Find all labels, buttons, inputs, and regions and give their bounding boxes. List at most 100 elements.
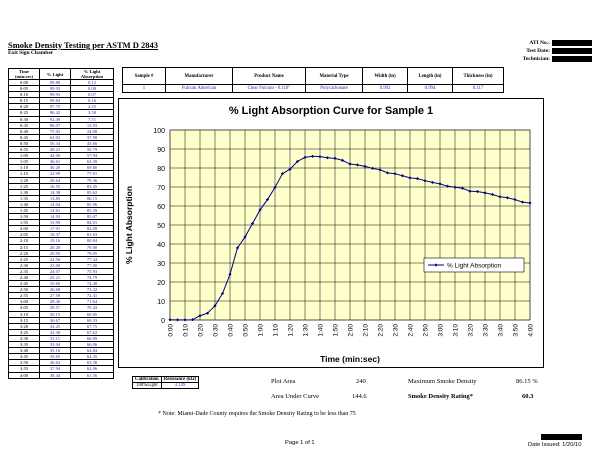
data-point [250,221,255,226]
data-point [273,185,277,189]
absorption-cell: 43.66 [70,139,114,148]
table-row: 3:55 37.94 62.06 [8,365,114,373]
table-row: 1:30 14.38 85.62 [8,188,114,196]
data-point [430,180,435,185]
data-point [318,155,322,159]
table-row: 1:15 22.99 77.01 [8,170,114,178]
technician-label: Technician: [522,56,550,62]
y-tick-label: 80 [157,166,165,173]
redacted-technician [552,56,592,62]
x-tick-label: 0:50 [243,324,250,337]
absorption-chart: % Light Absorption Curve for Sample 1 0 10… [118,98,544,368]
table-row: 3:10 30.15 69.85 [8,310,114,318]
table-row: 0:15 99.84 0.16 [8,97,114,105]
redacted-footer [541,434,582,440]
absorption-cell: 67.62 [70,328,114,336]
table-row: 2:15 20.20 79.80 [8,243,114,251]
y-tick-label: 100 [153,128,165,135]
table-row: 0:30 92.49 7.51 [8,115,114,123]
absorption-cell: 83.45 [70,182,114,190]
redacted-test-date [552,48,592,54]
y-tick-label: 20 [157,280,165,287]
absorption-cell: 77.00 [70,261,114,269]
x-tick-label: 0:00 [168,324,175,337]
plot-area-label: Plot Area [271,378,296,385]
absorption-cell: 37.98 [70,133,114,141]
table-row: 0:20 97.75 2.25 [8,103,114,111]
y-tick-label: 70 [157,185,165,192]
report-title: Smoke Density Testing per ASTM D 2843 [8,40,159,50]
sample-header-cell: Material Type [305,67,363,85]
table-row: 3:35 33.94 66.06 [8,341,114,349]
sample-value-cell: 0.994 [407,84,453,93]
data-point [265,197,270,202]
table-row: 0:00 99.88 0.12 [8,78,114,87]
regulatory-note: * Note: Miami-Dade County requires the S… [158,411,356,417]
sample-value-cell: 0.117 [452,84,504,93]
table-row: 0:45 62.02 37.98 [8,133,114,141]
sample-header-cell: Manufacturer [165,67,233,85]
sample-header-cell: Width (in) [362,67,408,85]
x-tick-label: 1:00 [258,324,265,337]
auc-value: 144.6 [352,393,367,400]
table-row: 2:25 22.56 77.44 [8,255,114,263]
col-light-header: % Light [39,68,71,80]
data-point [325,156,330,160]
absorption-cell: 71.64 [70,298,114,306]
data-point [415,177,420,181]
absorption-cell: 3.58 [70,109,114,117]
y-tick-label: 40 [157,242,165,249]
absorption-cell: 69.80 [70,164,114,172]
y-axis-label: % Light Absorption [124,186,134,264]
table-row: 1:40 14.04 85.96 [8,200,114,208]
table-row: 4:00 38.44 61.56 [8,371,114,379]
y-tick-label: 90 [157,147,165,154]
data-point [258,208,262,212]
table-row: 3:40 35.16 64.84 [8,347,114,355]
x-tick-label: 1:50 [333,324,340,337]
absorption-cell: 79.80 [70,243,114,251]
absorption-cell: 74.79 [70,273,114,282]
y-tick-label: 50 [157,223,165,230]
data-point [483,191,487,195]
report-subtitle: Exit Sign Chamber [8,50,54,56]
x-tick-label: 3:30 [483,324,490,337]
x-tick-label: 3:00 [438,324,445,337]
table-row: 2:40 25.21 74.79 [8,273,114,282]
table-row: 0:10 99.93 0.07 [8,91,114,99]
x-tick-label: 0:20 [198,324,205,337]
auc-label: Area Under Curve [271,393,320,400]
absorption-cell: 70.43 [70,304,114,312]
data-point [400,174,405,178]
absorption-cell: 85.62 [70,188,114,196]
page-number: Page 1 of 1 [285,440,315,446]
data-point [423,179,427,183]
table-row: 3:50 36.62 63.38 [8,359,114,367]
rating-label: Smoke Density Rating* [408,393,474,400]
data-point [445,184,450,188]
sample-header-cell: Length (in) [407,67,453,85]
data-point [348,162,352,166]
light-cell: 38.44 [39,371,71,379]
sample-header-cell: Thickness (in) [452,67,504,85]
data-point [460,186,465,190]
data-point [340,158,345,162]
x-tick-label: 2:40 [408,324,415,337]
x-tick-label: 3:10 [453,324,460,337]
table-row: 3:20 32.25 67.75 [8,322,114,330]
absorption-cell: 7.51 [70,115,114,123]
absorption-cell: 61.56 [70,371,114,379]
absorption-cell: 80.84 [70,237,114,245]
absorption-cell: 77.44 [70,255,114,263]
legend-label: % Light Absorption [447,263,502,270]
x-tick-label: 1:30 [303,324,310,337]
absorption-cell: 66.89 [70,334,114,343]
legend-swatch-marker [434,263,438,267]
absorption-cell: 81.63 [70,231,114,239]
data-point [520,200,525,204]
absorption-cell: 66.06 [70,341,114,349]
data-point [438,182,442,186]
absorption-cell: 86.15 [70,194,114,202]
data-point [333,156,337,160]
table-row: 0:50 56.34 43.66 [8,139,114,148]
